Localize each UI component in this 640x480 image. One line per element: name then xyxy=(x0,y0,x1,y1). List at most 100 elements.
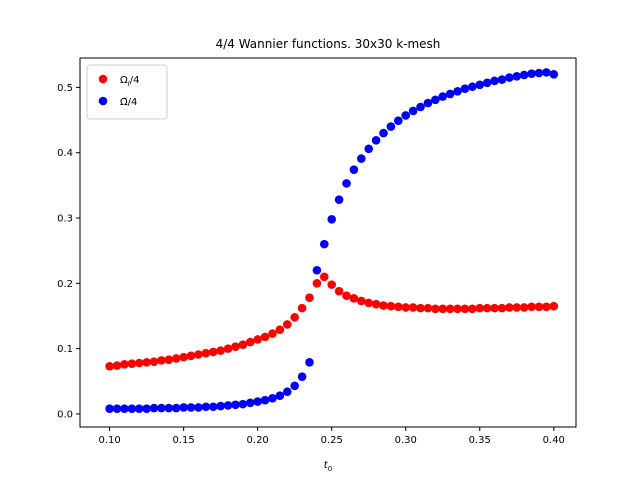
legend-label-0: ΩI/4 xyxy=(120,75,139,88)
series-1-point xyxy=(297,372,307,382)
series-0-point xyxy=(216,346,225,355)
series-1-point xyxy=(105,404,114,414)
series-0-point xyxy=(112,361,122,370)
series-0-point xyxy=(312,279,322,288)
series-0-point xyxy=(482,303,492,313)
series-0-point xyxy=(423,303,433,313)
series-1-point xyxy=(445,89,455,99)
series-0-point xyxy=(253,335,262,344)
series-1-point xyxy=(127,404,137,414)
x-tick-label: 0.15 xyxy=(173,435,195,446)
series-0-point xyxy=(379,301,388,310)
series-1-point xyxy=(268,393,277,403)
series-1-point xyxy=(201,402,211,412)
series-1-point xyxy=(379,128,388,138)
series-0-point xyxy=(275,325,285,334)
series-0-point xyxy=(297,303,307,313)
series-0-point xyxy=(394,302,403,312)
series-1-point xyxy=(549,70,559,79)
series-1-point xyxy=(534,68,544,78)
series-1-point xyxy=(245,398,255,408)
series-1-point xyxy=(371,135,381,145)
series-0-point xyxy=(142,358,151,367)
series-1-point xyxy=(253,397,262,406)
y-tick-label: 0.1 xyxy=(57,344,73,355)
x-tick-label: 0.30 xyxy=(395,435,417,446)
y-tick-label: 0.4 xyxy=(57,148,73,159)
series-0-point xyxy=(319,272,329,282)
chart-title: 4/4 Wannier functions. 30x30 k-mesh xyxy=(216,37,441,51)
series-0-point xyxy=(549,301,559,311)
series-1-point xyxy=(186,403,196,412)
series-1-point xyxy=(290,381,299,391)
series-0-point xyxy=(260,332,270,342)
series-0-point xyxy=(179,352,188,362)
series-0-point xyxy=(445,304,455,314)
series-0-point xyxy=(245,337,255,347)
series-0-point xyxy=(364,298,374,308)
series-1-point xyxy=(142,404,151,414)
series-0-point xyxy=(416,303,425,313)
series-1-point xyxy=(238,399,248,409)
series-1-point xyxy=(179,403,188,412)
series-1-point xyxy=(401,111,411,120)
x-tick-label: 0.25 xyxy=(321,435,343,446)
series-0-point xyxy=(127,359,137,368)
series-1-point xyxy=(134,404,144,414)
series-0-point xyxy=(408,303,418,312)
x-tick-label: 0.35 xyxy=(469,435,491,446)
series-1-point xyxy=(282,387,292,397)
series-1-point xyxy=(149,403,159,413)
series-0-point xyxy=(105,361,114,371)
series-0-point xyxy=(157,356,166,365)
series-1-point xyxy=(216,401,225,411)
series-1-point xyxy=(438,92,448,101)
x-tick-label: 0.40 xyxy=(543,435,565,446)
series-1-point xyxy=(275,391,285,400)
series-0-point xyxy=(468,304,477,314)
series-0-point xyxy=(231,342,240,351)
x-tick-label: 0.10 xyxy=(98,435,120,446)
series-0-point xyxy=(208,347,218,357)
legend-box xyxy=(86,64,168,120)
series-0-point xyxy=(431,304,440,314)
y-tick-label: 0.2 xyxy=(57,279,73,290)
series-1-point xyxy=(327,215,337,224)
legend-marker-0 xyxy=(98,74,108,84)
series-0-point xyxy=(497,303,507,313)
series-0-point xyxy=(164,355,174,365)
series-0-point xyxy=(453,304,462,314)
legend: ΩI/4 Ω̃/4 xyxy=(86,64,168,120)
series-1-point xyxy=(431,95,440,105)
legend-marker-1 xyxy=(98,96,108,106)
series-1-point xyxy=(416,102,425,112)
series-1-point xyxy=(260,395,270,405)
series-1-point xyxy=(408,106,418,116)
series-0-point xyxy=(134,358,144,368)
series-0-point xyxy=(201,348,211,358)
series-0-point xyxy=(282,320,292,329)
series-1-point xyxy=(519,70,529,80)
series-0-point xyxy=(386,301,396,311)
y-tick-label: 0.3 xyxy=(57,214,73,225)
series-1-point xyxy=(497,75,507,84)
series-1-point xyxy=(364,144,374,154)
x-tick-label: 0.20 xyxy=(247,435,269,446)
x-axis-label: t0 xyxy=(324,460,332,473)
series-1-point xyxy=(164,403,174,413)
series-1-point xyxy=(423,98,433,108)
series-0-point xyxy=(268,329,277,338)
series-1-point xyxy=(482,78,492,88)
series-0-point xyxy=(519,303,529,312)
series-0-point xyxy=(342,291,351,301)
series-0-point xyxy=(357,296,366,306)
series-1-point xyxy=(512,71,522,81)
series-0-point xyxy=(371,299,381,309)
x-axis: 0.10 0.15 0.20 0.25 0.30 0.35 0.40 xyxy=(98,427,565,446)
series-0-point xyxy=(171,354,181,363)
series-1-point xyxy=(453,87,462,96)
series-1-point xyxy=(342,179,351,188)
series-0-point xyxy=(290,312,299,322)
y-tick-label: 0.5 xyxy=(57,83,73,94)
